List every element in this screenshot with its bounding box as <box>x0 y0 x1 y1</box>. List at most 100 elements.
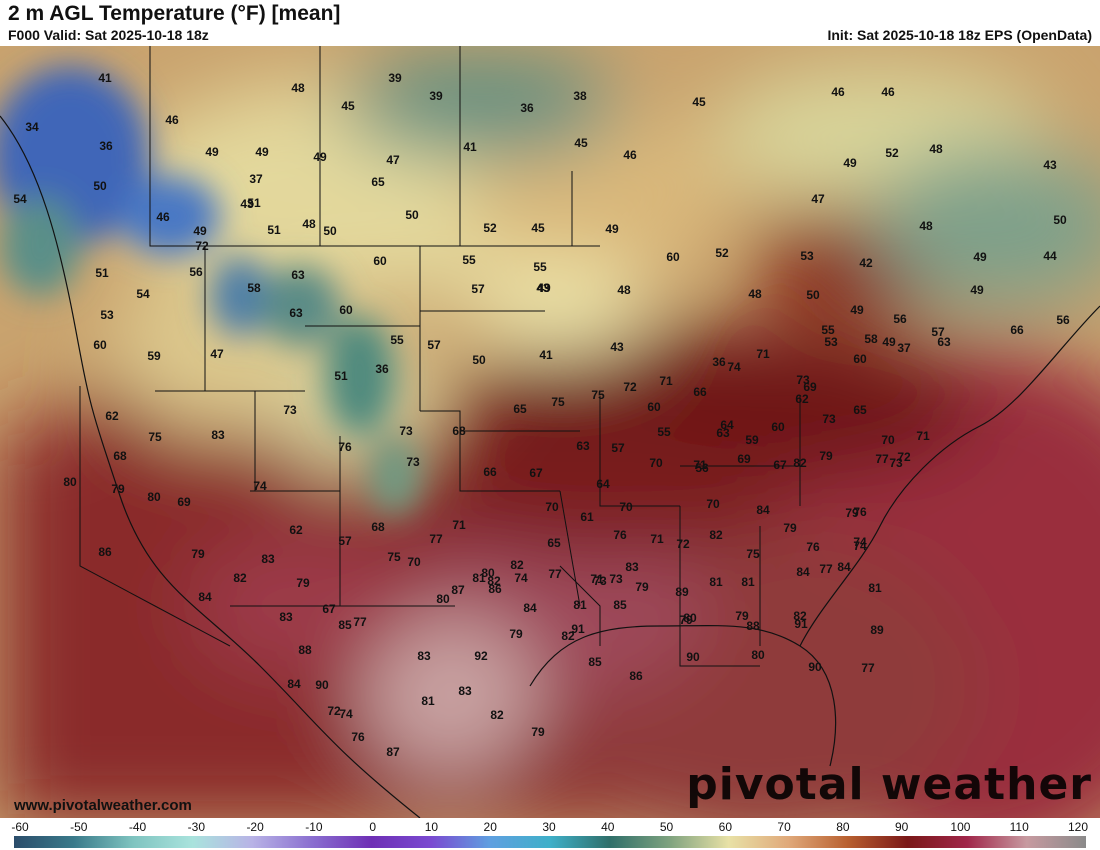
temperature-label: 57 <box>931 325 945 339</box>
temperature-label: 50 <box>1053 213 1067 227</box>
temperature-label: 36 <box>520 101 534 115</box>
temperature-label: 67 <box>773 458 787 472</box>
temperature-label: 76 <box>806 540 820 554</box>
colorbar-tick-label: -30 <box>187 820 205 834</box>
temperature-label: 54 <box>136 287 150 301</box>
temperature-map[interactable]: 41 39 48 39 38 36 45 45 46 34 46 36 46 49 49 49 41 45 46 52… <box>0 46 1100 818</box>
temperature-label: 51 <box>267 223 281 237</box>
temperature-label: 72 <box>623 380 637 394</box>
temperature-label: 50 <box>806 288 820 302</box>
temperature-label: 50 <box>323 224 337 238</box>
temperature-label: 75 <box>387 550 401 564</box>
temperature-label: 81 <box>709 575 723 589</box>
temperature-label: 77 <box>861 661 875 675</box>
temperature-label: 51 <box>95 266 109 280</box>
temperature-label: 57 <box>471 282 485 296</box>
temperature-label: 91 <box>571 622 585 636</box>
temperature-label: 82 <box>490 708 504 722</box>
temperature-label: 45 <box>341 99 355 113</box>
temperature-label: 72 <box>676 537 690 551</box>
temperature-label: 73 <box>399 424 413 438</box>
temperature-label: 60 <box>373 254 387 268</box>
temperature-label: 51 <box>334 369 348 383</box>
temperature-label: 74 <box>853 539 867 553</box>
temperature-label: 66 <box>1010 323 1024 337</box>
colorbar-strip <box>14 836 1086 848</box>
temperature-label: 79 <box>509 627 523 641</box>
temperature-label: 83 <box>417 649 431 663</box>
gulf-coastline <box>529 624 837 767</box>
temperature-label: 48 <box>919 219 933 233</box>
temperature-label: 72 <box>897 450 911 464</box>
temperature-label: 82 <box>487 574 501 588</box>
temperature-label: 55 <box>821 323 835 337</box>
temperature-label: 65 <box>853 403 867 417</box>
temperature-label: 89 <box>675 585 689 599</box>
colorbar-tick-label: -10 <box>305 820 323 834</box>
temperature-label: 49 <box>255 145 269 159</box>
temperature-label: 43 <box>610 340 624 354</box>
temperature-label: 70 <box>649 456 663 470</box>
temperature-label: 84 <box>796 565 810 579</box>
temperature-label: 79 <box>531 725 545 739</box>
init-time: Init: Sat 2025-10-18 18z EPS (OpenData) <box>827 27 1092 43</box>
temperature-label: 34 <box>25 120 39 134</box>
temperature-label: 67 <box>529 466 543 480</box>
temperature-label: 51 <box>247 196 261 210</box>
temperature-label: 55 <box>533 260 547 274</box>
temperature-label: 49 <box>605 222 619 236</box>
temperature-label: 66 <box>693 385 707 399</box>
temperature-label: 76 <box>853 505 867 519</box>
temperature-label: 74 <box>514 571 528 585</box>
temperature-label: 73 <box>406 455 420 469</box>
temperature-label: 54 <box>13 192 27 206</box>
colorbar-tick-label: 100 <box>950 820 971 834</box>
temperature-label: 56 <box>893 312 907 326</box>
temperature-label: 89 <box>870 623 884 637</box>
temperature-label: 82 <box>793 456 807 470</box>
colorbar-tick-label: 90 <box>894 820 909 834</box>
temperature-label: 84 <box>287 677 301 691</box>
temperature-label: 41 <box>539 348 553 362</box>
temperature-label: 53 <box>800 249 814 263</box>
temperature-label: 79 <box>191 547 205 561</box>
temperature-label: 81 <box>573 598 587 612</box>
temperature-label: 79 <box>111 482 125 496</box>
temperature-label: 49 <box>537 281 551 295</box>
temperature-label: 88 <box>298 643 312 657</box>
temperature-label: 83 <box>458 684 472 698</box>
colorbar: -60 -50 -40 -30 -20 -10 0 10 20 30 40 50 60 70 80 90 100… <box>0 818 1100 850</box>
temperature-label: 70 <box>545 500 559 514</box>
temperature-label: 39 <box>429 89 443 103</box>
colorbar-tick-label: 10 <box>424 820 439 834</box>
temperature-label: 70 <box>407 555 421 569</box>
temperature-label: 75 <box>148 430 162 444</box>
temperature-label: 60 <box>93 338 107 352</box>
temperature-label: 73 <box>283 403 297 417</box>
colorbar-tick-label: 80 <box>836 820 850 834</box>
temperature-label: 52 <box>885 146 899 160</box>
temperature-label: 80 <box>63 475 77 489</box>
temperature-label: 49 <box>205 145 219 159</box>
temperature-label: 50 <box>405 208 419 222</box>
temperature-label: 74 <box>853 535 867 549</box>
temperature-label: 66 <box>483 465 497 479</box>
colorbar-tick-label: -20 <box>246 820 264 834</box>
temperature-label: 77 <box>548 567 562 581</box>
temperature-label: 62 <box>289 523 303 537</box>
map-canvas: 41 39 48 39 38 36 45 45 46 34 46 36 46 49 49 49 41 45 46 52… <box>0 46 1100 818</box>
temperature-label: 60 <box>647 400 661 414</box>
temperature-label: 77 <box>429 532 443 546</box>
temperature-label: 84 <box>198 590 212 604</box>
temperature-label: 73 <box>609 572 623 586</box>
colorbar-tick-label: 120 <box>1067 820 1089 834</box>
temperature-label: 73 <box>593 574 607 588</box>
temperature-label: 48 <box>291 81 305 95</box>
temperature-label: 80 <box>147 490 161 504</box>
temperature-label: 57 <box>338 534 352 548</box>
temperature-label: 55 <box>657 425 671 439</box>
temperature-label: 53 <box>100 308 114 322</box>
temperature-label: 46 <box>623 148 637 162</box>
website-credit: www.pivotalweather.com <box>14 797 192 814</box>
temperature-label: 70 <box>881 433 895 447</box>
